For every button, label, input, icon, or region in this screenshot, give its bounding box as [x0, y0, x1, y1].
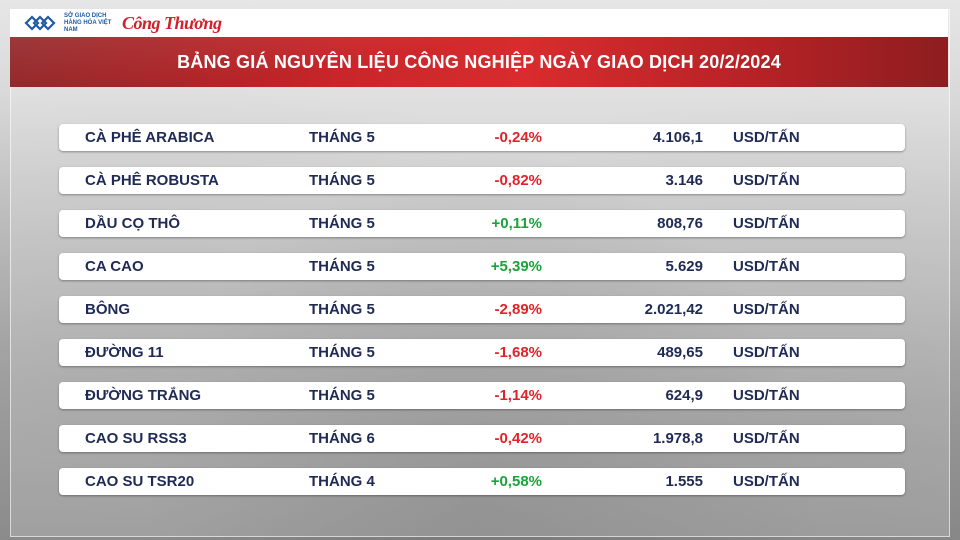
price-unit: USD/TẤN	[733, 430, 800, 447]
commodity-name: CA CAO	[85, 258, 144, 275]
price-unit: USD/TẤN	[733, 301, 800, 318]
table-row: CA CAO THÁNG 5 +5,39% 5.629 USD/TẤN	[59, 253, 905, 280]
price-unit: USD/TẤN	[733, 344, 800, 361]
change-percent: -0,24%	[494, 129, 542, 146]
commodity-name: CÀ PHÊ ARABICA	[85, 129, 215, 146]
commodity-name: BÔNG	[85, 301, 130, 318]
top-bar	[10, 9, 948, 37]
price-unit: USD/TẤN	[733, 387, 800, 404]
change-percent: -1,68%	[494, 344, 542, 361]
contract-month: THÁNG 5	[309, 258, 375, 275]
table-row: CAO SU TSR20 THÁNG 4 +0,58% 1.555 USD/TẤ…	[59, 468, 905, 495]
title-banner	[10, 37, 948, 87]
price-value: 808,76	[657, 215, 703, 232]
exchange-logo-icon	[24, 15, 56, 31]
change-percent: -2,89%	[494, 301, 542, 318]
table-row: ĐƯỜNG 11 THÁNG 5 -1,68% 489,65 USD/TẤN	[59, 339, 905, 366]
price-unit: USD/TẤN	[733, 473, 800, 490]
price-value: 5.629	[665, 258, 703, 275]
commodity-name: ĐƯỜNG 11	[85, 344, 164, 361]
price-unit: USD/TẤN	[733, 215, 800, 232]
commodity-name: ĐƯỜNG TRẮNG	[85, 387, 202, 404]
change-percent: -1,14%	[494, 387, 542, 404]
change-percent: +5,39%	[490, 258, 542, 275]
price-value: 1.555	[665, 473, 703, 490]
contract-month: THÁNG 5	[309, 387, 375, 404]
change-percent: -0,82%	[494, 172, 542, 189]
contract-month: THÁNG 4	[309, 473, 375, 490]
table-row: CAO SU RSS3 THÁNG 6 -0,42% 1.978,8 USD/T…	[59, 425, 905, 452]
commodity-name: CAO SU RSS3	[85, 430, 187, 447]
price-value: 489,65	[657, 344, 703, 361]
header-logos: SỞ GIAO DỊCH HÀNG HÓA VIỆT NAM Công Thươ…	[24, 9, 222, 37]
table-row: CÀ PHÊ ROBUSTA THÁNG 5 -0,82% 3.146 USD/…	[59, 167, 905, 194]
contract-month: THÁNG 6	[309, 430, 375, 447]
contract-month: THÁNG 5	[309, 301, 375, 318]
contract-month: THÁNG 5	[309, 344, 375, 361]
change-percent: +0,11%	[491, 215, 542, 232]
price-unit: USD/TẤN	[733, 258, 800, 275]
price-value: 1.978,8	[652, 430, 703, 447]
commodity-name: DẦU CỌ THÔ	[85, 215, 180, 232]
contract-month: THÁNG 5	[309, 172, 375, 189]
table-row: DẦU CỌ THÔ THÁNG 5 +0,11% 808,76 USD/TẤN	[59, 210, 905, 237]
commodity-name: CAO SU TSR20	[85, 473, 195, 490]
price-unit: USD/TẤN	[733, 172, 800, 189]
price-value: 4.106,1	[652, 129, 703, 146]
contract-month: THÁNG 5	[309, 129, 375, 146]
brand-logo: Công Thương	[122, 12, 222, 33]
price-value: 3.146	[665, 172, 703, 189]
banner-highlight	[10, 37, 948, 87]
exchange-name: SỞ GIAO DỊCH HÀNG HÓA VIỆT NAM	[64, 12, 112, 33]
table-row: BÔNG THÁNG 5 -2,89% 2.021,42 USD/TẤN	[59, 296, 905, 323]
change-percent: +0,58%	[490, 473, 542, 490]
price-value: 2.021,42	[644, 301, 703, 318]
contract-month: THÁNG 5	[309, 215, 375, 232]
page-title: BẢNG GIÁ NGUYÊN LIỆU CÔNG NGHIỆP NGÀY GI…	[177, 51, 781, 72]
table-row: CÀ PHÊ ARABICA THÁNG 5 -0,24% 4.106,1 US…	[59, 124, 905, 151]
price-value: 624,9	[665, 387, 703, 404]
commodity-name: CÀ PHÊ ROBUSTA	[85, 172, 219, 189]
price-unit: USD/TẤN	[733, 129, 800, 146]
table-row: ĐƯỜNG TRẮNG THÁNG 5 -1,14% 624,9 USD/TẤN	[59, 382, 905, 409]
change-percent: -0,42%	[494, 430, 542, 447]
